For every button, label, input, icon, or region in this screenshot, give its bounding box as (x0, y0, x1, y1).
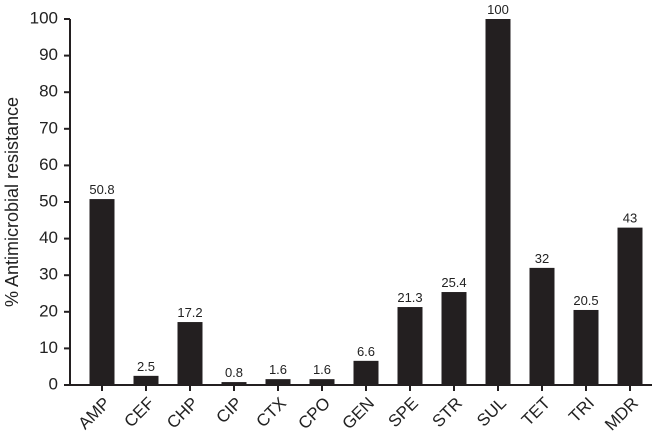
x-tick-label: TET (518, 394, 554, 430)
value-label: 1.6 (269, 362, 287, 377)
x-tick-label: CEF (121, 394, 158, 431)
value-label: 6.6 (357, 344, 375, 359)
value-label: 20.5 (573, 293, 598, 308)
y-axis-label: % Antimicrobial resistance (2, 97, 22, 307)
bar (133, 375, 159, 385)
value-label: 0.8 (225, 365, 243, 380)
x-tick-label: SUL (473, 394, 510, 431)
bar (221, 382, 247, 385)
y-tick-label: 60 (39, 155, 58, 174)
value-label: 17.2 (177, 305, 202, 320)
y-tick-label: 10 (39, 338, 58, 357)
value-label: 100 (487, 2, 509, 17)
y-tick-label: 90 (39, 45, 58, 64)
y-tick-label: 0 (49, 374, 58, 393)
x-tick-label: TRI (565, 394, 598, 427)
bar (485, 19, 511, 385)
x-tick-label: AMP (75, 394, 114, 433)
bar (353, 360, 379, 385)
bar (177, 322, 203, 385)
x-tick-label: CIP (213, 394, 246, 427)
bar (529, 267, 555, 385)
bar (441, 292, 467, 385)
x-tick-label: CPO (295, 394, 334, 433)
x-tick-label: SPE (385, 394, 422, 431)
value-label: 43 (623, 211, 637, 226)
y-tick-label: 30 (39, 265, 58, 284)
y-tick-label: 100 (30, 8, 58, 27)
value-label: 1.6 (313, 362, 331, 377)
value-label: 25.4 (441, 275, 466, 290)
value-label: 21.3 (397, 290, 422, 305)
value-label: 2.5 (137, 359, 155, 374)
x-tick-label: CHP (163, 394, 202, 433)
bar (573, 309, 599, 385)
x-tick-label: MDR (601, 394, 642, 435)
bar (617, 227, 643, 385)
value-label: 50.8 (89, 182, 114, 197)
y-tick-label: 20 (39, 301, 58, 320)
bar (89, 199, 115, 385)
x-tick-label: GEN (339, 394, 378, 433)
bar (265, 379, 291, 385)
y-tick-label: 70 (39, 118, 58, 137)
value-label: 32 (535, 251, 549, 266)
bar (309, 379, 335, 385)
y-tick-label: 50 (39, 191, 58, 210)
y-tick-label: 40 (39, 228, 58, 247)
x-tick-label: CTX (253, 394, 290, 431)
bar (397, 307, 423, 385)
x-tick-label: STR (429, 394, 466, 431)
y-tick-label: 80 (39, 82, 58, 101)
